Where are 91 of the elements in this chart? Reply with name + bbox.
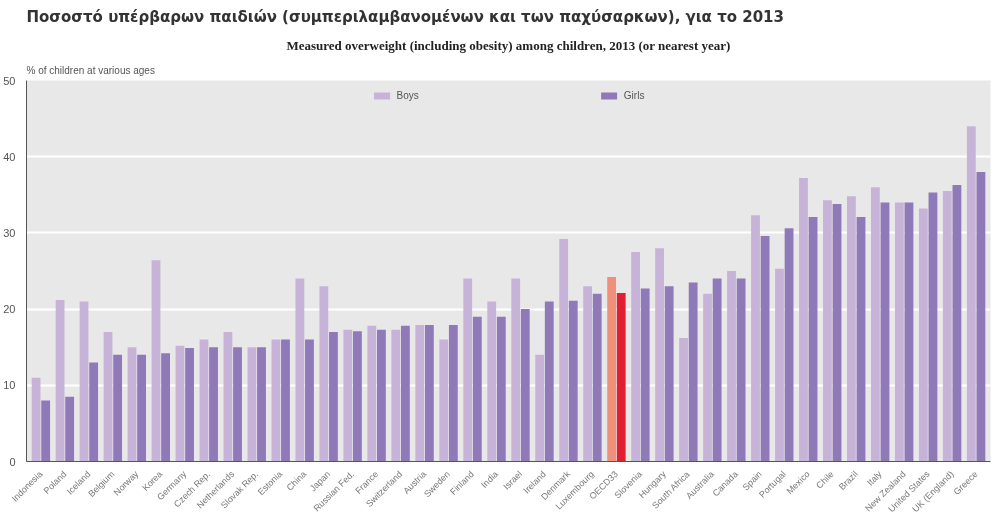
bar [870,187,880,462]
bar [559,239,569,462]
bar [592,293,602,462]
bar [127,347,137,462]
bar [904,202,914,462]
bar [79,301,89,462]
bar [439,339,449,462]
bar [391,329,401,462]
bar [775,268,784,462]
bar [535,354,545,462]
bar [664,286,674,462]
bar [463,278,473,462]
bar [103,331,113,462]
bar [65,396,75,462]
bar [966,126,976,462]
bar [161,353,170,462]
bar [305,339,314,462]
bar [319,286,329,462]
chart-title: Ποσοστό υπέρβαρων παιδιών (συμπεριλαμβανομένων και των παχύσαρκων), για το 2013 [26,7,784,26]
bar [856,216,866,462]
bar [424,325,434,462]
bar [823,200,832,462]
bar [353,331,362,462]
bar [894,202,904,462]
bar [41,400,51,462]
bar [199,339,209,462]
chart-subtitle: Measured overweight (including obesity) among children, 2013 (or nearest year) [286,37,731,53]
bar [496,316,506,462]
bar [952,184,962,462]
bar [832,203,842,462]
y-axis-title: % of children at various ages [26,64,155,76]
bar [31,377,41,462]
bar [113,354,123,462]
bar [415,325,425,462]
bar [784,228,794,462]
bar [679,338,688,462]
bar [799,178,808,462]
bar [688,282,698,462]
bar [233,347,242,462]
legend-label: Boys [396,90,419,101]
bar [712,278,722,462]
bar [271,339,281,462]
bar [137,354,147,462]
bar [655,248,664,462]
y-tick-label: 40 [3,150,16,163]
bar [281,339,290,462]
y-tick-label: 50 [3,74,16,87]
bar [847,196,856,462]
bar [55,299,65,462]
bar [880,202,890,462]
bar [329,331,338,462]
bar [487,301,497,462]
bar [918,208,928,462]
bar [185,347,194,462]
bar [544,301,554,462]
bar [568,300,578,462]
bar [942,190,952,462]
bar [928,192,938,462]
legend-label: Girls [623,90,645,101]
bar [616,293,626,462]
bar [703,293,712,462]
bar [607,277,617,462]
bar [520,309,530,462]
bar [247,347,257,462]
bar [727,271,736,462]
bar [175,345,185,462]
bar [223,331,233,462]
bar [736,278,746,462]
y-tick-label: 20 [3,303,16,316]
bar [751,215,760,462]
bar [448,325,458,462]
bar [209,347,218,462]
bar [631,251,641,462]
bar [343,329,353,462]
bar [472,316,482,462]
bar [808,216,818,462]
bar [976,171,986,462]
bar [376,329,386,462]
bar [367,325,377,462]
bar [760,235,770,462]
bar [583,286,593,462]
y-tick-label: 0 [9,455,16,468]
y-tick-label: 10 [3,379,16,392]
bar [511,278,521,462]
bar [640,288,650,462]
bar [151,260,161,462]
y-tick-label: 30 [3,226,16,239]
bar [89,362,99,462]
bar [400,325,410,462]
bar [295,278,305,462]
bar [257,347,266,462]
